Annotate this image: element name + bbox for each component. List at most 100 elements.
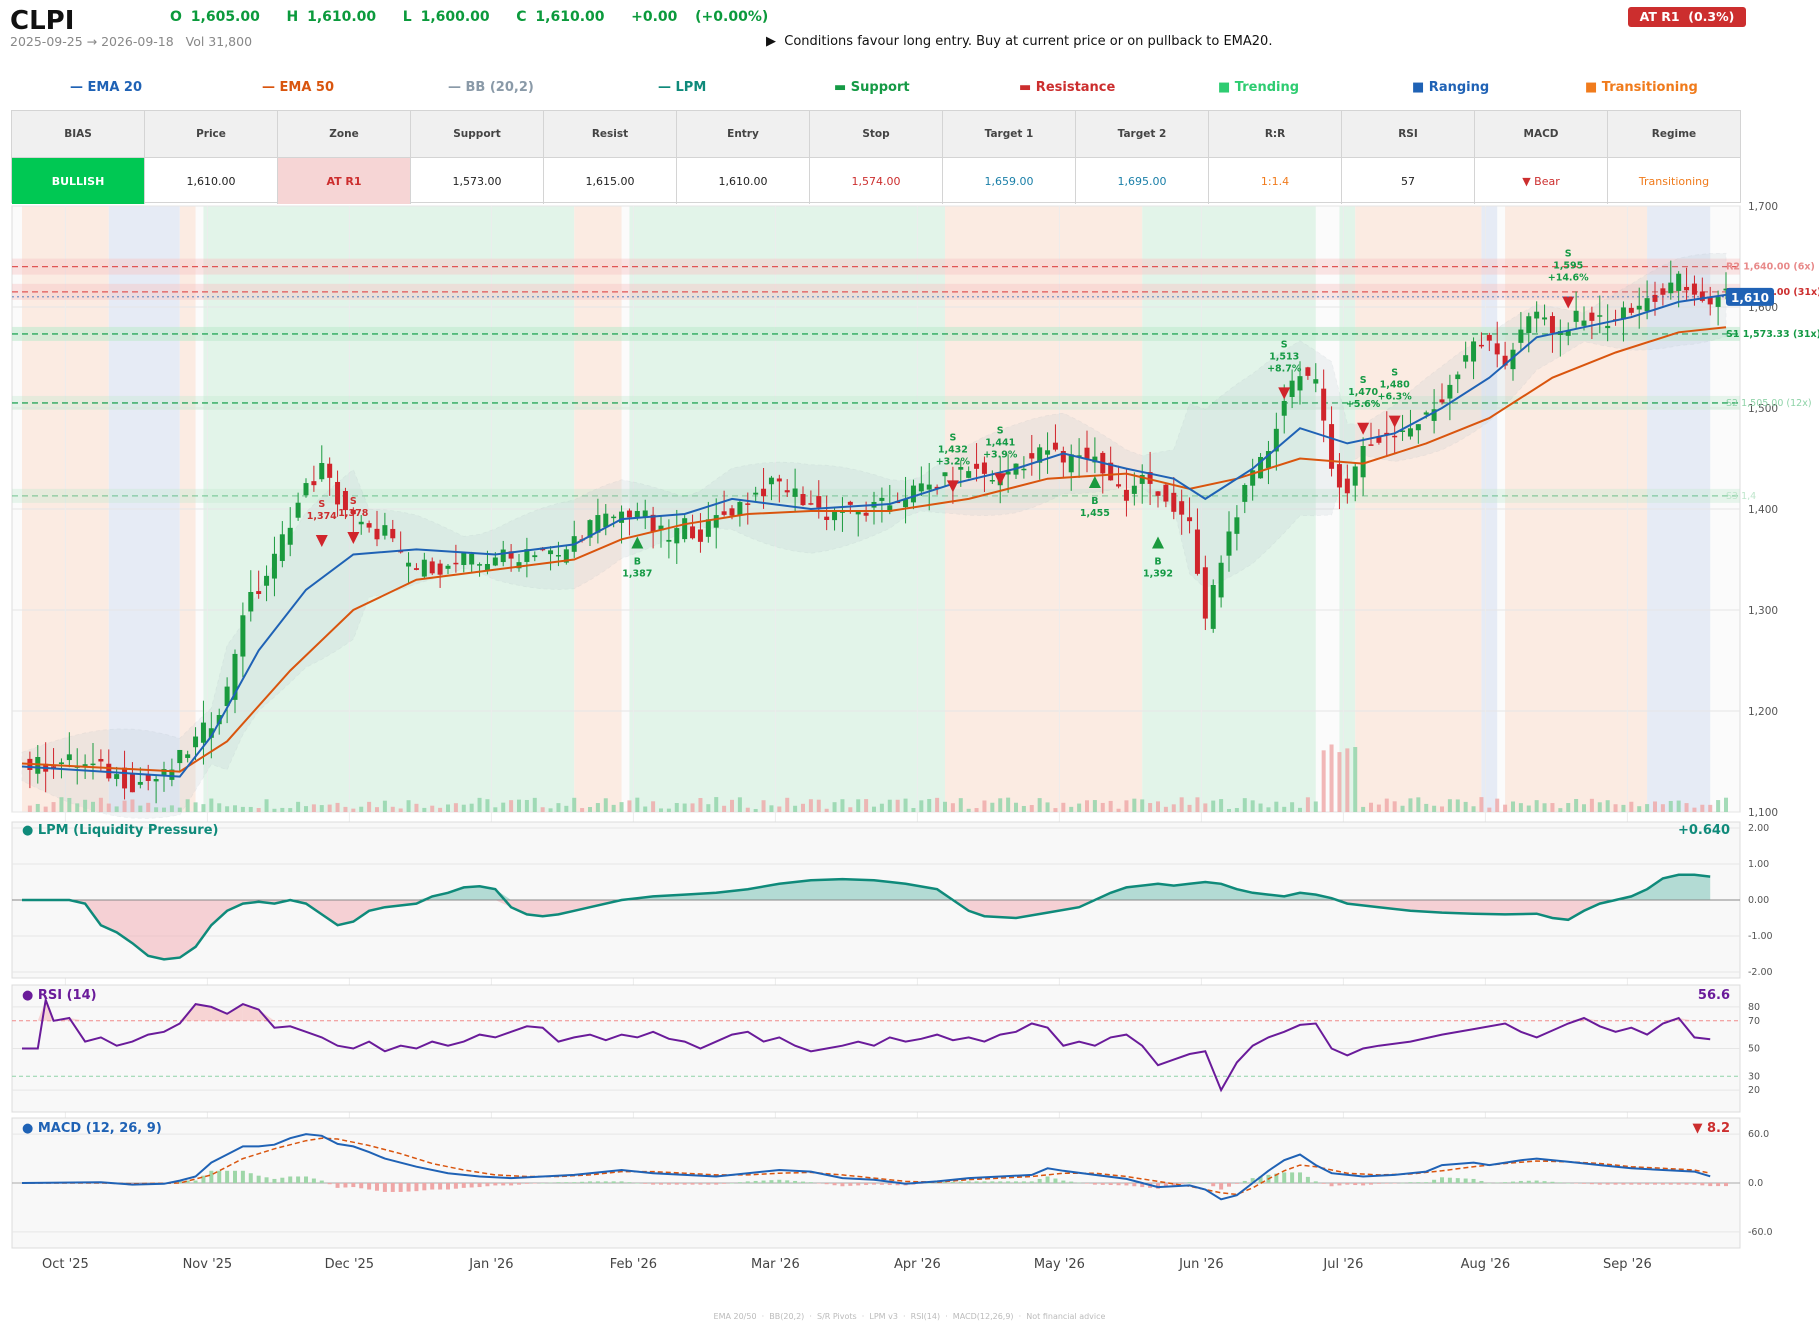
macd-histogram-bar [1021, 1181, 1026, 1183]
macd-histogram-bar [201, 1175, 206, 1183]
candle-body [193, 736, 199, 748]
macd-histogram-bar [1376, 1183, 1381, 1184]
candle-body [776, 478, 782, 482]
macd-histogram-bar [643, 1183, 648, 1184]
volume-bar [1621, 804, 1626, 812]
volume-bar [485, 799, 490, 812]
macd-histogram-bar [801, 1181, 805, 1183]
volume-bar [1400, 805, 1405, 812]
candle-body [1305, 367, 1311, 376]
candle-body [1502, 355, 1508, 366]
candle-body [469, 553, 475, 565]
volume-bar [1637, 806, 1642, 812]
buy-signal-label: 1,392 [1143, 569, 1173, 580]
candle-body [1400, 430, 1406, 432]
candle-body [1518, 329, 1524, 343]
volume-bar [1550, 803, 1555, 812]
macd-histogram-bar [1566, 1183, 1571, 1184]
candle-body [926, 484, 932, 490]
macd-histogram-bar [493, 1183, 498, 1186]
macd-histogram-bar [753, 1180, 758, 1183]
macd-histogram-bar [777, 1179, 782, 1183]
macd-histogram-bar [1163, 1183, 1168, 1188]
macd-histogram-bar [1179, 1183, 1184, 1184]
macd-histogram-bar [1487, 1183, 1492, 1184]
candle-body [1313, 379, 1319, 384]
macd-histogram-bar [1589, 1183, 1594, 1185]
macd-histogram-bar [1534, 1180, 1539, 1183]
volume-bar [1369, 802, 1373, 812]
macd-histogram-bar [1116, 1183, 1121, 1186]
volume-bar [1053, 808, 1058, 812]
volume-bar [225, 806, 230, 812]
buy-arrow [631, 536, 644, 549]
macd-histogram-bar [1424, 1182, 1429, 1183]
candle-body [114, 774, 120, 779]
volume-bar [1534, 800, 1539, 812]
sell-signal-label: S [1360, 375, 1367, 386]
candle-body [1684, 286, 1690, 291]
date-range-volume: 2025-09-25 → 2026-09-18 Vol 31,800 [10, 34, 253, 49]
candle-body [705, 519, 711, 537]
support-cell: 1,573.00 [411, 158, 544, 204]
candle-body [1589, 312, 1595, 321]
lpm-panel-title: ● LPM (Liquidity Pressure) [22, 823, 218, 838]
trade-signal-text: ▶ Conditions favour long entry. Buy at c… [766, 34, 1273, 49]
candle-body [1281, 401, 1287, 416]
candle-body [1155, 491, 1161, 496]
volume-bar [730, 799, 734, 812]
candle-body [342, 491, 348, 511]
macd-histogram-bar [1558, 1182, 1563, 1183]
macd-histogram-bar [1053, 1178, 1058, 1183]
price-tick-label: 1,200 [1748, 706, 1778, 718]
macd-histogram-bar [1518, 1180, 1523, 1183]
macd-histogram-bar [1132, 1183, 1137, 1187]
rr-cell: 1:1.4 [1209, 158, 1342, 204]
macd-histogram-bar [785, 1180, 790, 1183]
macd-histogram-bar [824, 1183, 829, 1185]
volume-bar [856, 799, 861, 812]
macd-histogram-bar [714, 1183, 719, 1185]
macd-histogram-bar [485, 1183, 490, 1187]
candle-body [200, 722, 206, 743]
macd-histogram-bar [1211, 1183, 1216, 1187]
macd-histogram-bar [950, 1181, 955, 1183]
volume-bar [248, 806, 253, 812]
volume-bar [1582, 804, 1586, 812]
candle-body [461, 552, 467, 566]
candle-body [1139, 474, 1145, 484]
macd-histogram-bar [501, 1183, 506, 1186]
candle-body [1573, 310, 1579, 322]
candle-body [137, 781, 143, 785]
volume-bar [895, 799, 900, 812]
candle-body [232, 653, 238, 700]
volume-bar [935, 797, 940, 812]
macd-panel-title: ● MACD (12, 26, 9) [22, 1121, 162, 1136]
macd-histogram-bar [564, 1182, 569, 1183]
candle-body [682, 518, 688, 540]
volume-bar [209, 798, 214, 812]
volume-bar [201, 804, 206, 812]
macd-histogram-bar [998, 1181, 1003, 1183]
volume-bar [998, 798, 1003, 812]
volume-bar [422, 807, 427, 812]
volume-bar [477, 797, 482, 812]
macd-histogram-bar [548, 1182, 553, 1184]
candle-body [1652, 294, 1658, 302]
macd-line [21, 1133, 1711, 1201]
candle-body [1344, 478, 1350, 494]
macd-histogram-bar [1392, 1183, 1397, 1184]
candle-body [185, 754, 191, 758]
rsi-tick-label: 80 [1748, 1002, 1760, 1013]
candle-body [1116, 484, 1122, 487]
macd-histogram-bar [761, 1180, 766, 1183]
candle-body [1597, 315, 1603, 317]
macd-tick-label: 0.0 [1748, 1178, 1763, 1189]
macd-histogram-bar [1400, 1182, 1405, 1184]
candle-body [729, 508, 735, 516]
candle-body [1218, 562, 1224, 598]
price-tick-label: 1,500 [1748, 403, 1778, 415]
buy-arrow [1088, 475, 1101, 488]
chart-legend: — EMA 20 — EMA 50 — BB (20,2) — LPM ▬ Su… [0, 80, 1819, 98]
volume-bar [311, 804, 316, 812]
